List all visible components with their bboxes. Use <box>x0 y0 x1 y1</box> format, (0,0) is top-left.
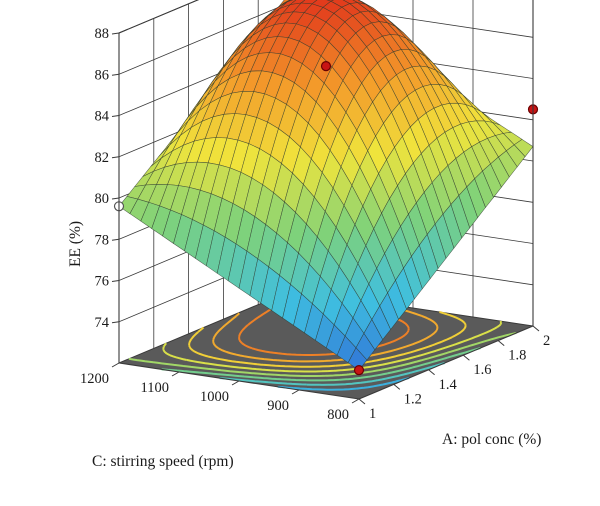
y-tick-mark <box>171 371 180 377</box>
contour-line <box>219 362 446 386</box>
design-point <box>353 365 365 376</box>
top-back-edge <box>118 0 199 34</box>
x-tick-label: 1.6 <box>473 362 491 378</box>
z-tick-mark <box>111 280 120 282</box>
z-tick-mark <box>111 197 120 200</box>
floor-contours <box>128 293 517 391</box>
contour-line <box>212 301 439 363</box>
contour-line <box>161 347 481 382</box>
z-tick-label: 84 <box>95 109 110 125</box>
x-axis-label: A: pol conc (%) <box>442 431 541 448</box>
z-tick-mark <box>111 321 120 324</box>
contour-line <box>188 311 467 368</box>
x-tick-label: 1 <box>369 406 376 422</box>
y-tick-label: 1100 <box>141 380 169 396</box>
y-tick-label: 1000 <box>200 389 229 405</box>
z-tick-label: 74 <box>95 315 110 331</box>
z-tick-mark <box>111 32 120 35</box>
x-tick-label: 2 <box>543 333 550 349</box>
y-tick-label: 1200 <box>80 371 109 387</box>
box-edge <box>358 325 534 400</box>
design-point <box>320 60 332 72</box>
y-tick-label: 800 <box>327 407 349 423</box>
axis-labels: EE (%) A: pol conc (%) C: stirring speed… <box>67 221 541 470</box>
surface-cell <box>347 347 368 371</box>
x-tick-mark <box>463 354 470 361</box>
x-tick-mark <box>532 325 540 332</box>
z-tick-mark <box>111 73 120 76</box>
x-tick-label: 1.4 <box>439 377 458 393</box>
x-tick-mark <box>497 340 505 346</box>
axis-ticks: 74 76 78 80 82 84 86 88 1 1.2 1.4 1.6 1.8 2 800 900 1000… <box>80 26 550 423</box>
x-tick-label: 1.8 <box>508 348 526 364</box>
x-tick-mark <box>358 398 366 405</box>
z-tick-mark <box>111 238 120 241</box>
z-tick-label: 82 <box>95 150 110 166</box>
z-tick-label: 76 <box>95 274 110 290</box>
y-tick-mark <box>291 389 300 395</box>
y-tick-label: 900 <box>267 398 289 414</box>
z-tick-label: 80 <box>95 191 110 207</box>
z-axis-label: EE (%) <box>67 221 84 267</box>
y-tick-mark <box>351 398 360 404</box>
y-tick-mark <box>111 362 120 368</box>
x-tick-label: 1.2 <box>404 391 422 407</box>
y-axis-label: C: stirring speed (rpm) <box>92 453 234 470</box>
z-tick-label: 88 <box>95 26 110 42</box>
y-tick-mark <box>231 380 240 386</box>
response-surface <box>118 0 534 371</box>
z-tick-mark <box>111 115 120 117</box>
x-tick-mark <box>428 369 435 376</box>
x-tick-mark <box>393 384 401 390</box>
z-tick-label: 78 <box>95 232 110 248</box>
z-tick-mark <box>111 156 120 159</box>
z-tick-label: 86 <box>95 67 110 83</box>
